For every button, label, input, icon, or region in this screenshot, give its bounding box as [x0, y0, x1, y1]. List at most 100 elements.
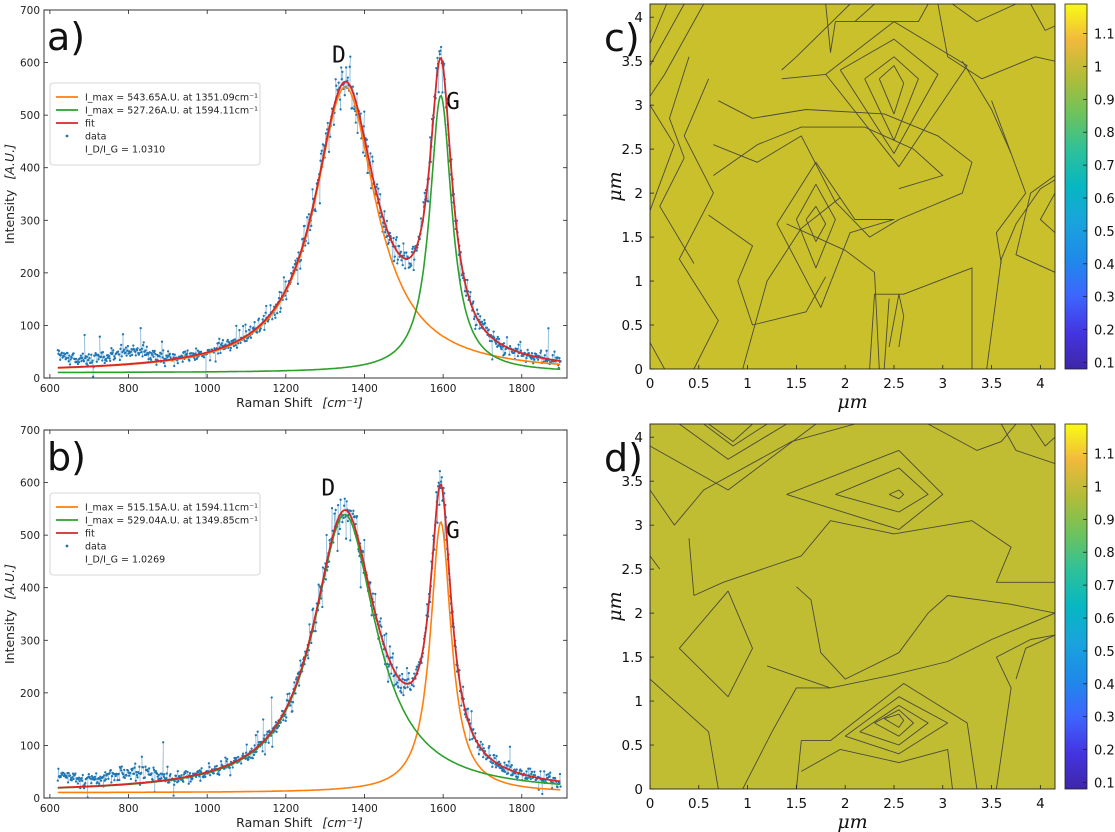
- x-tick-label: 800: [119, 383, 139, 395]
- data-point: [554, 777, 556, 779]
- data-point: [100, 356, 102, 358]
- legend: I_max = 515.15A.U. at 1594.11cm⁻¹ I_max =…: [50, 493, 260, 575]
- data-point: [219, 352, 221, 354]
- data-point: [125, 354, 127, 356]
- data-point: [142, 766, 144, 768]
- data-point: [264, 753, 266, 755]
- data-point: [383, 210, 385, 212]
- data-point: [81, 780, 83, 782]
- y-tick-label: 300: [20, 215, 40, 227]
- data-point: [338, 82, 340, 84]
- x-tick-label: 4: [1036, 376, 1045, 392]
- x-axis-unit: [cm⁻¹]: [322, 815, 363, 830]
- data-point: [146, 346, 148, 348]
- data-point: [120, 769, 122, 771]
- data-point: [117, 350, 119, 352]
- data-point: [138, 352, 140, 354]
- data-point: [531, 771, 533, 773]
- data-point: [79, 780, 81, 782]
- data-point: [118, 353, 120, 355]
- legend-ratio: I_D/I_G = 1.0269: [85, 555, 165, 566]
- x-axis-label-text: Raman Shift: [236, 395, 312, 410]
- data-point: [92, 375, 94, 377]
- y-axis-unit: [A.U.]: [2, 564, 17, 600]
- y-tick-label: 200: [20, 688, 40, 700]
- data-point: [155, 364, 157, 366]
- data-point: [95, 772, 97, 774]
- data-point: [140, 772, 142, 774]
- data-point: [539, 352, 541, 354]
- data-point: [321, 150, 323, 152]
- data-point: [299, 659, 301, 661]
- data-point: [234, 338, 236, 340]
- data-point: [534, 774, 536, 776]
- data-point: [208, 766, 210, 768]
- data-point: [102, 351, 104, 353]
- x-tick-label: 3.5: [981, 376, 1002, 392]
- data-point: [311, 188, 313, 190]
- data-point: [402, 264, 404, 266]
- colorbar-tick-label: 1.1: [1094, 448, 1115, 463]
- data-point: [101, 359, 103, 361]
- y-tick-label: 600: [20, 478, 40, 490]
- data-point: [66, 352, 68, 354]
- legend-entry: fit: [85, 529, 95, 540]
- data-point: [130, 778, 132, 780]
- legend-marker: [66, 135, 69, 138]
- data-point: [363, 539, 365, 541]
- data-point: [503, 761, 505, 763]
- data-point: [186, 349, 188, 351]
- y-tick-label: 600: [20, 58, 40, 70]
- data-point: [75, 780, 77, 782]
- data-point: [509, 345, 511, 347]
- data-point: [86, 356, 88, 358]
- data-point: [527, 349, 529, 351]
- data-point: [240, 762, 242, 764]
- data-point: [271, 696, 273, 698]
- data-point: [103, 356, 105, 358]
- data-point: [411, 248, 413, 250]
- x-tick-label: 1.5: [786, 376, 807, 392]
- data-point: [559, 785, 561, 787]
- data-point: [261, 318, 263, 320]
- data-point: [530, 773, 532, 775]
- data-point: [134, 351, 136, 353]
- data-point: [285, 280, 287, 282]
- data-point: [226, 758, 228, 760]
- data-point: [218, 338, 220, 340]
- data-point: [288, 692, 290, 694]
- data-point: [369, 152, 371, 154]
- data-point: [188, 783, 190, 785]
- data-point: [493, 754, 495, 756]
- data-point: [336, 550, 338, 552]
- data-point: [498, 338, 500, 340]
- data-point: [245, 330, 247, 332]
- y-tick-label: 2: [634, 186, 643, 202]
- data-point: [488, 745, 490, 747]
- data-point: [230, 347, 232, 349]
- data-point: [252, 757, 254, 759]
- data-point: [484, 322, 486, 324]
- y-axis-label-text: Intensity: [2, 609, 17, 664]
- y-axis-label: μm: [604, 591, 626, 621]
- y-tick-label: 0: [634, 362, 643, 378]
- data-point: [438, 482, 440, 484]
- data-point: [498, 761, 500, 763]
- data-point: [339, 108, 341, 110]
- data-point: [335, 78, 337, 80]
- data-point: [369, 581, 371, 583]
- data-point: [134, 762, 136, 764]
- data-point: [352, 86, 354, 88]
- data-point: [319, 160, 321, 162]
- data-point: [335, 85, 337, 87]
- legend-entry: I_max = 527.26A.U. at 1594.11cm⁻¹: [85, 106, 258, 117]
- data-point: [266, 733, 268, 735]
- data-point: [189, 772, 191, 774]
- data-point: [352, 513, 354, 515]
- data-point: [57, 779, 59, 781]
- data-point: [222, 339, 224, 341]
- legend-entry: fit: [85, 119, 95, 130]
- data-point: [125, 346, 127, 348]
- data-point: [80, 355, 82, 357]
- data-point: [162, 741, 164, 743]
